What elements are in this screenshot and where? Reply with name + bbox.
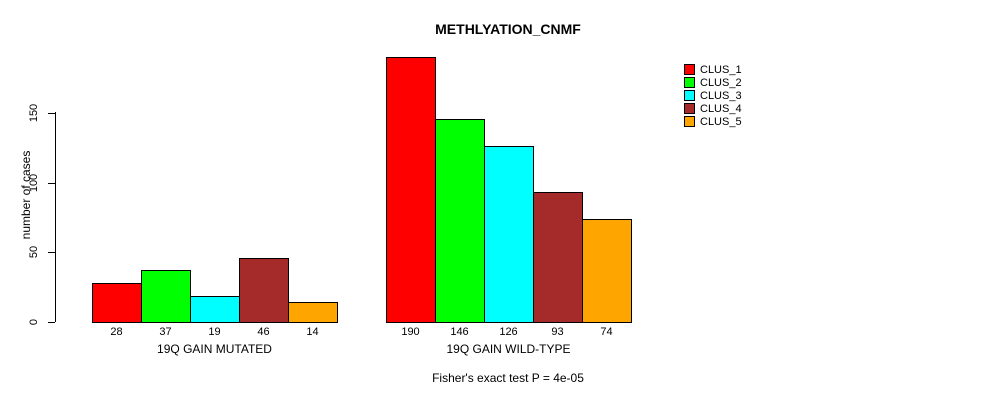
bar-clus_3-group2 — [484, 146, 534, 323]
bar-value-label: 93 — [551, 326, 564, 338]
bar-value-label: 37 — [159, 326, 172, 338]
legend-swatch-clus_1 — [684, 64, 695, 75]
legend-swatch-clus_4 — [684, 103, 695, 114]
bar-clus_1-group1 — [92, 283, 142, 323]
bar-clus_4-group2 — [533, 192, 583, 323]
bar-clus_5-group2 — [582, 219, 632, 323]
y-axis-label: number of cases — [19, 150, 33, 240]
legend-swatch-clus_3 — [684, 90, 695, 101]
bar-value-label: 74 — [600, 326, 613, 338]
bar-value-label: 146 — [450, 326, 469, 338]
y-tick — [48, 252, 55, 253]
bar-value-label: 28 — [110, 326, 123, 338]
y-tick-label: 0 — [28, 318, 40, 326]
bar-clus_2-group2 — [435, 119, 485, 323]
y-tick — [48, 113, 55, 114]
y-tick — [48, 183, 55, 184]
bar-clus_3-group1 — [190, 296, 240, 323]
footnote-text: Fisher's exact test P = 4e-05 — [432, 371, 584, 385]
x-group-label: 19Q GAIN MUTATED — [157, 342, 272, 356]
legend-label-clus_1: CLUS_1 — [700, 64, 742, 76]
chart-title: METHLYATION_CNMF — [435, 21, 581, 37]
bar-value-label: 126 — [499, 326, 518, 338]
legend-label-clus_3: CLUS_3 — [700, 90, 742, 102]
legend-label-clus_5: CLUS_5 — [700, 116, 742, 128]
y-tick-label: 100 — [28, 173, 40, 193]
bar-clus_5-group1 — [288, 302, 338, 323]
legend-label-clus_2: CLUS_2 — [700, 77, 742, 89]
bar-value-label: 19 — [208, 326, 221, 338]
x-group-label: 19Q GAIN WILD-TYPE — [446, 342, 571, 356]
bar-value-label: 14 — [306, 326, 319, 338]
legend-swatch-clus_2 — [684, 77, 695, 88]
bar-clus_4-group1 — [239, 258, 289, 323]
y-tick-label: 150 — [28, 103, 40, 123]
legend-label-clus_4: CLUS_4 — [700, 103, 742, 115]
bar-value-label: 190 — [401, 326, 420, 338]
bar-clus_1-group2 — [386, 57, 436, 323]
legend-swatch-clus_5 — [684, 116, 695, 127]
y-tick-label: 50 — [28, 245, 40, 259]
bar-value-label: 46 — [257, 326, 270, 338]
y-tick — [48, 322, 55, 323]
bar-clus_2-group1 — [141, 270, 191, 323]
y-axis-line — [55, 112, 56, 322]
